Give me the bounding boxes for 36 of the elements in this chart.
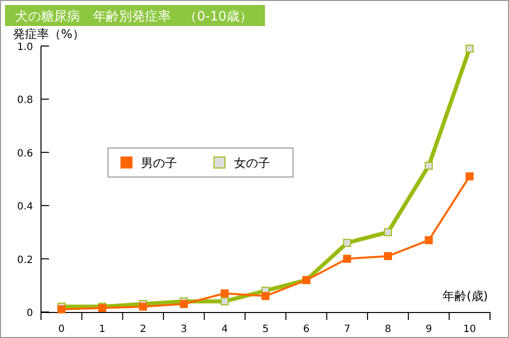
y-axis-title: 発症率（%） [13, 27, 84, 41]
y-tick-label: 0.8 [17, 95, 33, 106]
point [343, 254, 352, 263]
point [466, 44, 474, 53]
x-tick-label: 7 [344, 324, 350, 335]
y-tick-label: 1.0 [17, 42, 33, 53]
y-tick-label: 0.6 [17, 148, 33, 160]
point [343, 238, 352, 247]
y-tick-label: 0.4 [17, 202, 33, 213]
x-tick-label: 10 [463, 324, 476, 335]
point [384, 228, 392, 236]
legend-label: 男の子 [141, 156, 177, 170]
x-tick-label: 2 [140, 324, 146, 335]
chart-title: 犬の糖尿病 年齢別発症率 （0-10歳） [15, 8, 253, 24]
point [424, 236, 433, 244]
x-tick-label: 0 [58, 324, 65, 335]
x-tick-label: 6 [303, 324, 310, 335]
point [220, 289, 229, 298]
x-tick-label: 4 [221, 324, 228, 335]
point [180, 300, 188, 308]
x-tick-label: 3 [180, 324, 188, 335]
point [139, 302, 148, 311]
x-tick-label: 5 [262, 324, 269, 335]
y-tick-label: 0.2 [17, 254, 33, 266]
legend-label: 女の子 [234, 156, 270, 170]
point [466, 172, 474, 180]
y-tick-label: 0 [26, 308, 33, 319]
x-tick-label: 9 [426, 324, 432, 335]
x-axis-title: 年齢(歳) [442, 289, 488, 303]
point [220, 297, 229, 306]
x-tick-label: 8 [384, 324, 392, 335]
x-tick-label: 1 [99, 324, 106, 335]
point [57, 305, 66, 314]
point [262, 292, 270, 300]
point [424, 162, 433, 170]
point [384, 252, 392, 260]
